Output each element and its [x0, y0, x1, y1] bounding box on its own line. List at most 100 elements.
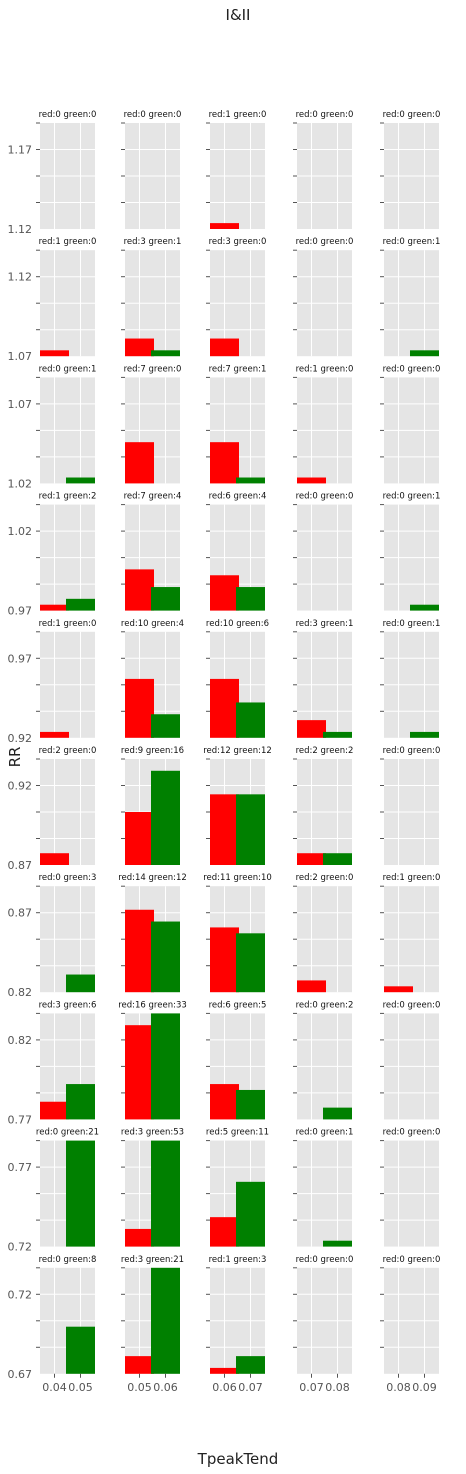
- chart-title: I&II: [226, 6, 251, 24]
- bar-green: [410, 350, 439, 357]
- panel-r1-c2: red:0 green:0: [121, 110, 181, 229]
- panel-r8-c1: red:3 green:6 0.77 0.82: [8, 1000, 97, 1126]
- panel-title: red:3 green:1: [296, 619, 354, 629]
- bar-green: [236, 702, 265, 738]
- y-tick-label: 0.67: [8, 1368, 33, 1381]
- bar-green: [151, 1140, 180, 1247]
- panel-r6-c2: red:9 green:16: [121, 746, 184, 865]
- panel-r8-c4: red:0 green:2: [293, 1000, 354, 1120]
- x-tick-label: 0.08: [325, 1381, 350, 1394]
- bar-green: [410, 604, 439, 611]
- bar-green: [151, 587, 180, 611]
- panel-title: red:3 green:0: [209, 237, 267, 247]
- bar-green: [410, 731, 439, 738]
- panel-r7-c3: red:11 green:10: [203, 873, 272, 993]
- panel-r8-c5: red:0 green:0: [380, 1000, 441, 1120]
- panel-title: red:14 green:12: [118, 873, 187, 883]
- bar-red: [210, 575, 239, 611]
- bar-green: [323, 731, 352, 738]
- bar-green: [151, 1267, 180, 1374]
- bar-green: [151, 921, 180, 993]
- panel-title: red:3 green:53: [121, 1128, 184, 1138]
- y-tick-label: 1.12: [8, 271, 33, 284]
- bar-green: [236, 1356, 265, 1374]
- x-tick-label: 0.05: [68, 1381, 93, 1394]
- panel-r9-c5: red:0 green:0: [380, 1128, 440, 1247]
- panel-title: red:9 green:16: [121, 746, 184, 756]
- panel-r10-c2: red:3 green:21 0.05 0.06: [121, 1255, 184, 1394]
- bar-green: [151, 1013, 180, 1120]
- x-axis-label: TpeakTend: [197, 1450, 279, 1468]
- panel-r5-c3: red:10 green:6: [206, 619, 269, 738]
- bar-red: [210, 442, 239, 484]
- bar-green: [323, 1107, 352, 1120]
- panel-r2-c1: red:1 green:0 1.07 1.12: [8, 237, 97, 363]
- bar-red: [384, 986, 413, 993]
- y-tick-label: 0.82: [8, 986, 33, 999]
- bar-green: [66, 477, 95, 484]
- panel-title: red:12 green:12: [203, 746, 272, 756]
- panel-r3-c4: red:1 green:0: [293, 364, 353, 484]
- panel-title: red:0 green:0: [296, 492, 354, 502]
- panel-title: red:0 green:21: [36, 1128, 99, 1138]
- bar-green: [323, 853, 352, 865]
- panel-r3-c5: red:0 green:0: [380, 364, 440, 484]
- panel-title: red:7 green:4: [124, 492, 182, 502]
- panel-r10-c4: red:0 green:0 0.07 0.08: [293, 1255, 353, 1394]
- panel-title: red:7 green:1: [209, 364, 267, 374]
- x-tick-label: 0.09: [412, 1381, 437, 1394]
- panel-title: red:0 green:0: [383, 110, 441, 120]
- panel-title: red:0 green:8: [39, 1255, 97, 1265]
- panel-title: red:2 green:0: [296, 873, 354, 883]
- bar-red: [40, 604, 69, 611]
- y-tick-label: 0.82: [8, 1034, 33, 1047]
- panel-title: red:2 green:2: [296, 746, 354, 756]
- panel-title: red:0 green:0: [383, 1000, 441, 1010]
- bar-red: [125, 812, 154, 865]
- panel-title: red:0 green:0: [296, 237, 354, 247]
- panel-title: red:1 green:2: [39, 492, 97, 502]
- panel-r5-c5: red:0 green:1: [380, 619, 440, 738]
- bar-green: [66, 1326, 95, 1374]
- panel-grid: red:0 green:0 1.12 1.17 red:0 green:0 red:1 …: [8, 110, 441, 1394]
- bar-red: [125, 678, 154, 738]
- y-tick-label: 0.92: [8, 732, 33, 745]
- x-tick-label: 0.07: [238, 1381, 263, 1394]
- panel-title: red:0 green:2: [296, 1000, 354, 1010]
- bar-green: [151, 714, 180, 738]
- y-tick-label: 1.17: [8, 144, 33, 157]
- panel-r6-c5: red:0 green:0: [380, 746, 440, 865]
- panel-r3-c2: red:7 green:0: [121, 364, 181, 484]
- panel-title: red:6 green:4: [209, 492, 267, 502]
- panel-r7-c5: red:1 green:0: [380, 873, 440, 993]
- bar-red: [125, 569, 154, 611]
- panel-r7-c4: red:2 green:0: [293, 873, 354, 993]
- panel-r1-c1: red:0 green:0 1.12 1.17: [8, 110, 97, 236]
- bar-green: [66, 1084, 95, 1120]
- panel-r4-c1: red:1 green:2 0.97 1.02: [8, 492, 97, 618]
- panel-title: red:1 green:0: [209, 110, 267, 120]
- x-tick-label: 0.06: [212, 1381, 237, 1394]
- bar-green: [236, 1181, 265, 1247]
- panel-r10-c3: red:1 green:3 0.06 0.07: [206, 1255, 266, 1394]
- panel-r4-c2: red:7 green:4: [121, 492, 181, 611]
- y-axis-label: RR: [6, 747, 24, 768]
- bar-red: [210, 338, 239, 357]
- panel-r7-c1: red:0 green:3 0.82 0.87: [8, 873, 97, 999]
- y-tick-label: 0.87: [8, 859, 33, 872]
- bar-red: [125, 442, 154, 484]
- bar-red: [297, 853, 326, 865]
- bar-red: [210, 927, 239, 993]
- panel-r5-c1: red:1 green:0 0.92 0.97: [8, 619, 97, 745]
- panel-r8-c3: red:6 green:5: [206, 1000, 267, 1120]
- panel-r1-c5: red:0 green:0: [380, 110, 440, 229]
- bar-green: [236, 933, 265, 993]
- panel-title: red:0 green:0: [296, 1255, 354, 1265]
- panel-title: red:0 green:3: [39, 873, 97, 883]
- panel-r10-c1: red:0 green:8 0.67 0.72 0.04 0.05: [8, 1255, 97, 1394]
- panel-title: red:0 green:1: [383, 619, 441, 629]
- panel-title: red:6 green:5: [209, 1000, 267, 1010]
- x-tick-label: 0.07: [299, 1381, 324, 1394]
- panel-r5-c4: red:3 green:1: [293, 619, 353, 738]
- panel-title: red:0 green:0: [383, 1128, 441, 1138]
